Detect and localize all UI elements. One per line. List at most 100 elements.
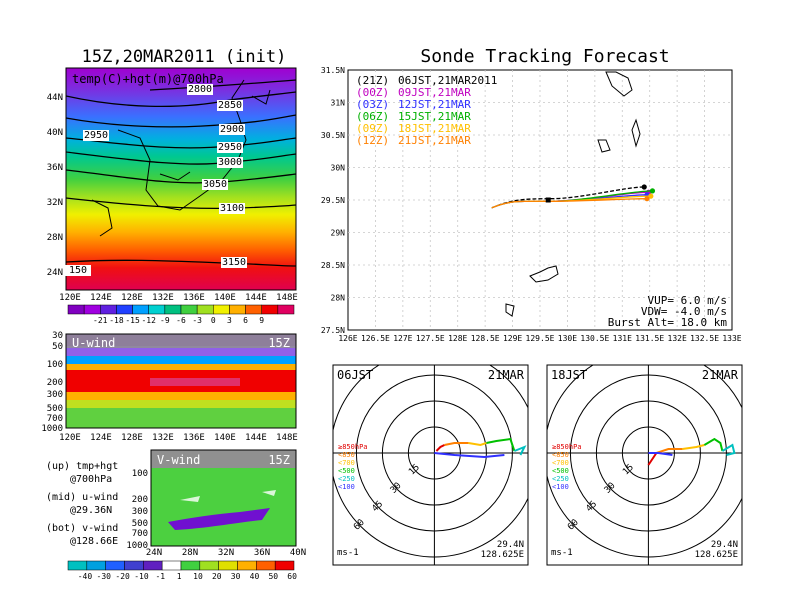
- hodograph-legend-item: <500: [338, 467, 355, 475]
- hodograph-lon: 128.625E: [481, 550, 524, 560]
- hodograph-wind-segment: [444, 442, 469, 446]
- uwind-lon-tick: 132E: [152, 433, 174, 443]
- track-lon-tick: 126E: [338, 334, 357, 343]
- temp-colorbar-tick: -3: [192, 316, 202, 325]
- island-south-2: [505, 303, 515, 317]
- wind-colorbar-swatch: [105, 560, 125, 571]
- hodograph-lon: 128.625E: [695, 550, 738, 560]
- track-lat-tick: 31N: [331, 99, 346, 108]
- contour-label: 3050: [203, 179, 227, 190]
- contour-label-bg: [202, 179, 228, 190]
- contour-label: 3150: [222, 257, 246, 268]
- contour-label: 150: [69, 265, 87, 276]
- temp-colorbar-tick: 6: [243, 316, 248, 325]
- map-panel: temp(C)+hgt(m)@700hPa 2800 2850 2900 2950 29…: [47, 67, 298, 325]
- hodograph-wind-segment: [468, 442, 487, 447]
- hodograph-frame: [332, 364, 529, 566]
- hodograph-wind-segment: [648, 452, 673, 456]
- map-field-label: temp(C)+hgt(m)@700hPa: [72, 72, 224, 86]
- wind-colorbar-swatch: [124, 560, 144, 571]
- track-legend-init: (00Z): [356, 86, 389, 99]
- wind-colorbar-tick: 60: [287, 572, 297, 581]
- uwind-lon-tick: 124E: [90, 433, 112, 443]
- wind-colorbar-tick: -40: [78, 572, 93, 581]
- hodograph-legend-item: <500: [552, 467, 569, 475]
- uwind-lon-tick: 144E: [245, 433, 267, 443]
- wind-colorbar-swatch: [274, 560, 295, 571]
- wind-colorbar-swatch: [86, 560, 106, 571]
- temp-colorbar-swatch: [164, 304, 182, 315]
- hodograph-unit: ms-1: [551, 548, 573, 558]
- track-lon-tick: 127E: [393, 334, 412, 343]
- uwind-p-tick: 50: [52, 342, 63, 352]
- contour-label-bg: [217, 100, 243, 111]
- uwind-p-tick: 700: [47, 414, 63, 424]
- vwind-negative-region: [168, 508, 270, 530]
- hodograph-legend-item: <700: [338, 459, 355, 467]
- uwind-p-tick: 1000: [41, 424, 63, 434]
- hodograph-date: 21MAR: [488, 368, 525, 382]
- map-lat-tick: 24N: [47, 268, 63, 278]
- map-lon-tick: 144E: [245, 293, 267, 303]
- sonde-burst-point: [644, 196, 650, 202]
- uwind-lon-tick: 148E: [276, 433, 298, 443]
- vwind-time: 15Z: [268, 453, 290, 467]
- hodograph-legend-item: ≥850hPa: [338, 443, 368, 451]
- contour-label-bg: [217, 157, 243, 168]
- track-lon-tick: 129E: [503, 334, 522, 343]
- wind-colorbar-tick: 10: [193, 572, 203, 581]
- vwind-lat-tick: 28N: [182, 548, 198, 558]
- sonde-burst-point: [649, 188, 656, 194]
- hodograph-time: 18JST: [551, 368, 587, 382]
- map-lat-tick: 40N: [47, 128, 63, 138]
- temp-colorbar-swatch: [100, 304, 117, 315]
- temp-colorbar-swatch: [180, 304, 198, 315]
- uwind-lon-tick: 128E: [121, 433, 143, 443]
- track-lon-tick: 131.5E: [635, 334, 664, 343]
- sonde-burst-point: [648, 193, 654, 199]
- uwind-p-tick: 200: [47, 378, 63, 388]
- hodograph-legend-item: <250: [338, 475, 355, 483]
- uwind-lon-tick: 120E: [59, 433, 81, 443]
- temp-colorbar-swatch: [196, 304, 214, 315]
- wind-colorbar-tick: 40: [250, 572, 260, 581]
- hodograph-wind-segment: [721, 443, 736, 456]
- map-lon-tick: 128E: [121, 293, 143, 303]
- track-legend-label: 06JST,21MAR2011: [398, 74, 497, 87]
- wind-colorbar-swatch: [256, 560, 276, 571]
- wind-colorbar-tick: 50: [268, 572, 278, 581]
- map-lat-tick: 36N: [47, 163, 63, 173]
- track-lon-tick: 128E: [448, 334, 467, 343]
- side-note-line: @29.36N: [70, 505, 112, 516]
- map-lon-tick: 136E: [183, 293, 205, 303]
- track-legend-init: (06Z): [356, 110, 389, 123]
- wind-colorbar-swatch: [67, 560, 88, 571]
- temp-colorbar-tick: -12: [141, 316, 156, 325]
- wind-colorbar-swatch: [180, 560, 201, 571]
- sonde-track: [491, 198, 647, 209]
- vwind-p-tick: 1000: [126, 541, 148, 551]
- wind-colorbar-swatch: [161, 560, 182, 571]
- hodograph-legend-item: <100: [552, 483, 569, 491]
- contour-label-bg: [65, 265, 91, 276]
- temp-colorbar-tick: -9: [160, 316, 170, 325]
- side-note-line: (bot) v-wind: [46, 523, 118, 534]
- temp-colorbar-tick: -21: [93, 316, 108, 325]
- burst-marker: [545, 197, 551, 203]
- side-note-line: @700hPa: [70, 474, 112, 485]
- temp-colorbar-swatch: [261, 304, 279, 315]
- track-lon-tick: 129.5E: [526, 334, 555, 343]
- track-lat-tick: 28.5N: [321, 261, 345, 270]
- track-lat-tick: 28N: [331, 294, 346, 303]
- wind-colorbar-swatch: [199, 560, 219, 571]
- main-title: 15Z,20MAR2011 (init): [82, 47, 287, 67]
- track-lat-tick: 30N: [331, 164, 346, 173]
- contour-label-bg: [219, 203, 245, 214]
- track-lat-tick: 30.5N: [321, 131, 345, 140]
- track-legend-label: 18JST,21MAR: [398, 122, 471, 135]
- hodograph-frame: [546, 364, 743, 566]
- hodograph-wind-segment: [647, 452, 658, 466]
- wind-colorbar-swatch: [237, 560, 257, 571]
- contour-label-bg: [221, 257, 247, 268]
